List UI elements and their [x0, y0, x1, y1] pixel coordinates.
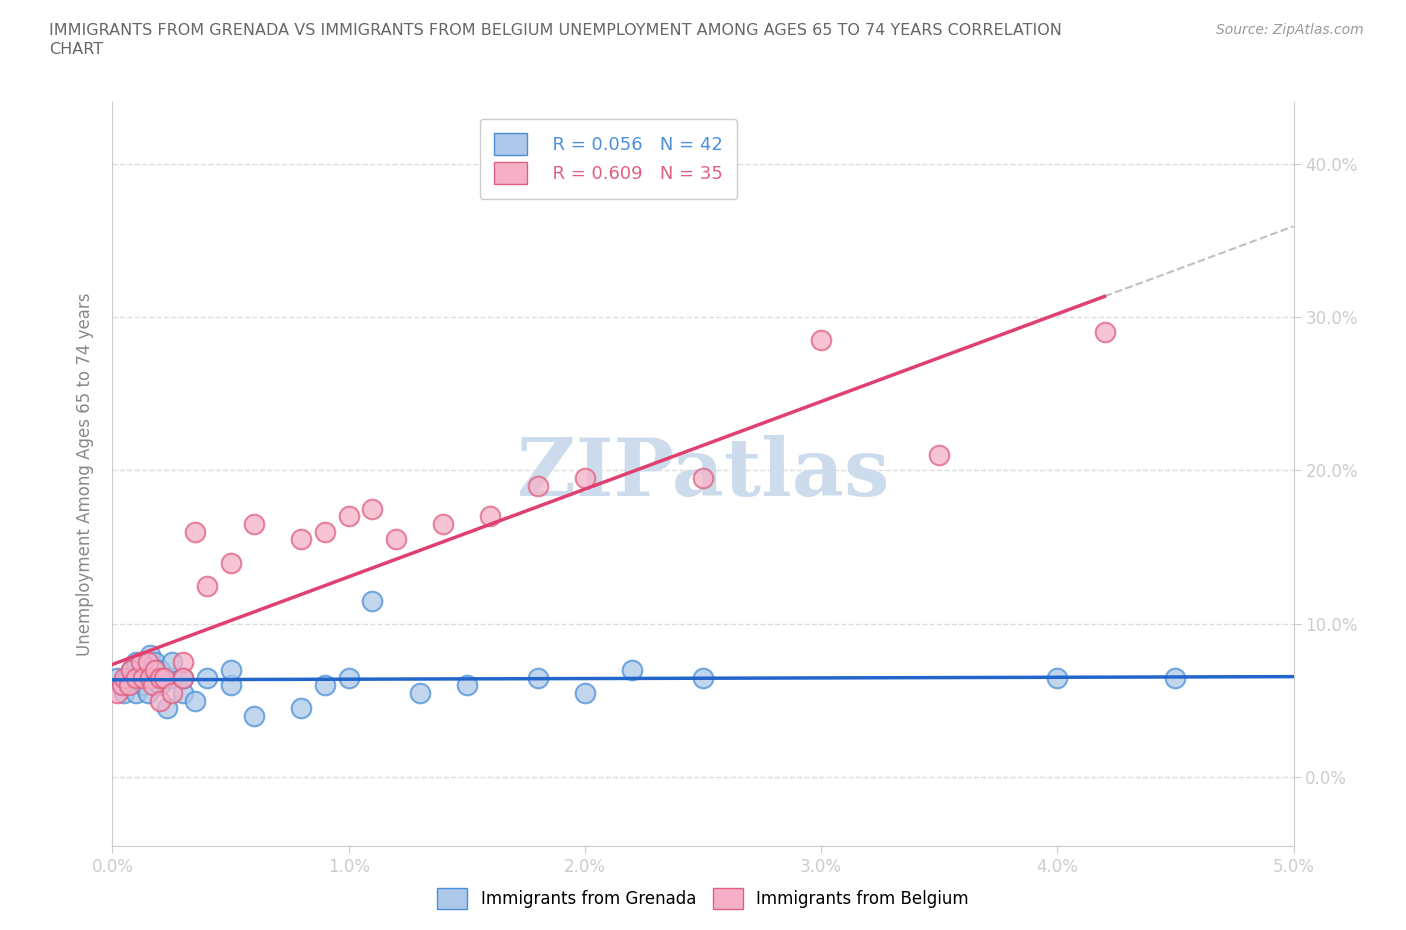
Point — [142, 678, 165, 693]
Point — [135, 662, 157, 677]
Point — [574, 685, 596, 700]
Point — [153, 671, 176, 685]
Point — [526, 671, 548, 685]
Text: CHART: CHART — [49, 42, 103, 57]
Point — [243, 709, 266, 724]
Point — [122, 671, 145, 685]
Point — [160, 685, 183, 700]
Point — [136, 685, 159, 700]
Point — [112, 671, 135, 685]
Point — [143, 662, 166, 677]
Point — [172, 685, 194, 700]
Point — [149, 693, 172, 708]
Point — [132, 671, 155, 685]
Text: IMMIGRANTS FROM GRENADA VS IMMIGRANTS FROM BELGIUM UNEMPLOYMENT AMONG AGES 65 TO: IMMIGRANTS FROM GRENADA VS IMMIGRANTS FR… — [49, 23, 1062, 38]
Point — [120, 662, 142, 677]
Point — [125, 685, 148, 700]
Point — [195, 671, 218, 685]
Point — [149, 678, 172, 693]
Point — [125, 671, 148, 685]
Point — [385, 532, 408, 547]
Point — [143, 655, 166, 670]
Point — [314, 678, 336, 693]
Point — [243, 517, 266, 532]
Point — [111, 678, 134, 693]
Point — [129, 655, 152, 670]
Point — [456, 678, 478, 693]
Point — [526, 478, 548, 493]
Text: ZIPatlas: ZIPatlas — [517, 435, 889, 513]
Point — [337, 509, 360, 524]
Point — [120, 662, 142, 677]
Text: Source: ZipAtlas.com: Source: ZipAtlas.com — [1216, 23, 1364, 37]
Point — [112, 685, 135, 700]
Point — [156, 701, 179, 716]
Legend: Immigrants from Grenada, Immigrants from Belgium: Immigrants from Grenada, Immigrants from… — [429, 880, 977, 917]
Point — [105, 685, 128, 700]
Point — [1094, 325, 1116, 339]
Point — [219, 678, 242, 693]
Point — [172, 655, 194, 670]
Point — [160, 671, 183, 685]
Point — [136, 655, 159, 670]
Point — [142, 662, 165, 677]
Y-axis label: Unemployment Among Ages 65 to 74 years: Unemployment Among Ages 65 to 74 years — [76, 293, 94, 656]
Point — [1164, 671, 1187, 685]
Point — [692, 671, 714, 685]
Point — [160, 655, 183, 670]
Point — [314, 525, 336, 539]
Point — [139, 671, 162, 685]
Point — [432, 517, 454, 532]
Point — [219, 555, 242, 570]
Point — [105, 671, 128, 685]
Point — [132, 678, 155, 693]
Point — [129, 671, 152, 685]
Point — [111, 678, 134, 693]
Point — [574, 471, 596, 485]
Point — [118, 678, 141, 693]
Point — [290, 701, 312, 716]
Point — [118, 678, 141, 693]
Point — [928, 447, 950, 462]
Point — [479, 509, 502, 524]
Point — [184, 693, 207, 708]
Legend:   R = 0.056   N = 42,   R = 0.609   N = 35: R = 0.056 N = 42, R = 0.609 N = 35 — [479, 119, 737, 199]
Point — [149, 671, 172, 685]
Point — [408, 685, 430, 700]
Point — [115, 671, 138, 685]
Point — [810, 333, 832, 348]
Point — [139, 647, 162, 662]
Point — [361, 593, 384, 608]
Point — [337, 671, 360, 685]
Point — [172, 671, 194, 685]
Point — [125, 655, 148, 670]
Point — [219, 662, 242, 677]
Point — [361, 501, 384, 516]
Point — [184, 525, 207, 539]
Point — [621, 662, 644, 677]
Point — [290, 532, 312, 547]
Point — [195, 578, 218, 593]
Point — [136, 671, 159, 685]
Point — [172, 671, 194, 685]
Point — [692, 471, 714, 485]
Point — [149, 662, 172, 677]
Point — [153, 671, 176, 685]
Point — [1046, 671, 1069, 685]
